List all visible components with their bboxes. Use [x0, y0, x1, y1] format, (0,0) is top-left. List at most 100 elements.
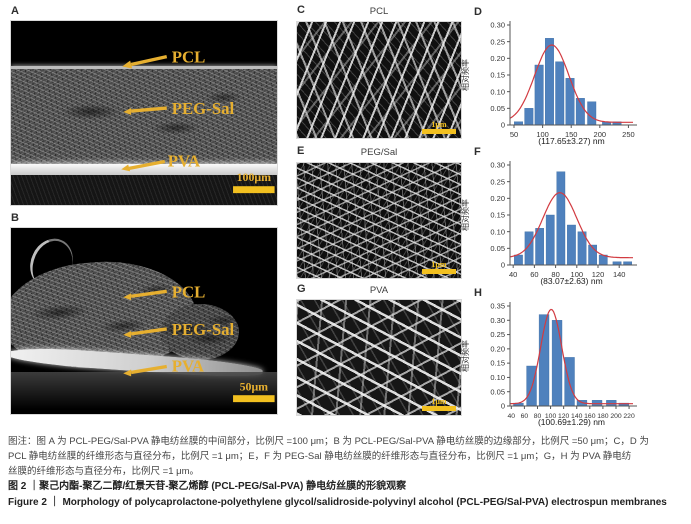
panel-d-letter: D	[474, 6, 482, 18]
scale-bar	[233, 186, 275, 194]
svg-text:0.15: 0.15	[490, 359, 505, 368]
pva-arrow	[128, 159, 166, 171]
svg-text:80: 80	[534, 413, 542, 420]
svg-text:80: 80	[551, 270, 559, 279]
panel-h-letter: H	[474, 287, 482, 299]
svg-text:(100.69±1.29) nm: (100.69±1.29) nm	[538, 417, 605, 427]
scale-bar-group: 1μm	[422, 120, 456, 134]
svg-text:0.20: 0.20	[490, 344, 505, 353]
svg-text:0: 0	[501, 121, 505, 130]
svg-text:0.30: 0.30	[490, 161, 505, 170]
figure-title-en: Figure 2 ｜ Morphology of polycaprolacton…	[8, 497, 667, 508]
scale-bar	[422, 129, 456, 134]
svg-text:0.30: 0.30	[490, 316, 505, 325]
svg-text:0.25: 0.25	[490, 177, 505, 186]
pva-bright-layer	[11, 164, 277, 175]
peg-sal-arrow	[131, 106, 167, 113]
panel-b-sem-image: PCL PEG-Sal PVA 50μm	[10, 227, 278, 415]
panel-g-title: PVA	[369, 285, 389, 296]
svg-text:0.20: 0.20	[490, 194, 505, 203]
svg-text:250: 250	[622, 130, 635, 139]
pcl-arrowhead-icon	[123, 293, 132, 301]
svg-text:120: 120	[558, 413, 570, 420]
panel-a-sem-image: PCL PEG-Sal PVA 100μm	[10, 20, 278, 206]
histogram-pva-diameter: 0 0.05 0.10 0.15 0.20 0.25 0.30 0.35 40 60 80 100 12…	[460, 302, 637, 427]
svg-text:180: 180	[597, 413, 609, 420]
scale-bar-label: 1μm	[431, 120, 447, 129]
histogram-pcl-diameter: 0 0.05 0.10 0.15 0.20 0.25 0.30 50 100 150 200 250 (…	[460, 21, 637, 146]
scale-bar-label: 1μm	[431, 397, 447, 406]
pva-arrowhead-icon	[123, 369, 132, 377]
svg-text:60: 60	[530, 270, 538, 279]
pva-annotation: PVA	[121, 151, 200, 172]
svg-text:60: 60	[521, 413, 529, 420]
pva-label: PVA	[172, 356, 204, 375]
scale-bar	[422, 406, 456, 411]
svg-text:40: 40	[509, 270, 517, 279]
peg-sal-annotation: PEG-Sal	[123, 99, 235, 118]
svg-text:0.15: 0.15	[490, 211, 505, 220]
pva-arrowhead-icon	[121, 164, 131, 172]
svg-text:0.15: 0.15	[490, 71, 505, 80]
pcl-annotation: PCL	[122, 48, 205, 69]
svg-text:40: 40	[508, 413, 516, 420]
scale-bar	[233, 395, 275, 403]
caption-note-line-1: 图注：图 A 为 PCL-PEG/Sal-PVA 静电纺丝膜的中间部分，比例尺 …	[8, 436, 649, 447]
pva-label: PVA	[168, 151, 200, 170]
panel-e-title: PEG/Sal	[360, 147, 398, 158]
substrate-region	[11, 372, 277, 414]
panel-b-annotations: PCL PEG-Sal PVA 50μm	[123, 282, 275, 403]
panel-b-letter: B	[11, 212, 19, 224]
svg-text:200: 200	[594, 130, 607, 139]
panel-f-letter: F	[474, 146, 481, 158]
panel-a-annotations: PCL PEG-Sal PVA 100μm	[121, 48, 275, 194]
panel-c-sem-image: 1μm	[296, 21, 462, 139]
svg-text:140: 140	[613, 270, 626, 279]
svg-text:相对频率: 相对频率	[460, 59, 470, 91]
caption-note-line-2: PCL 静电纺丝膜的纤维形态与直径分布，比例尺 =1 μm；E，F 为 PEG-…	[8, 451, 632, 462]
pva-arrow	[130, 364, 168, 375]
pcl-arrowhead-icon	[122, 60, 133, 69]
svg-text:(83.07±2.63) nm: (83.07±2.63) nm	[540, 276, 602, 286]
panel-e-letter: E	[297, 145, 305, 157]
svg-text:0.30: 0.30	[490, 21, 505, 30]
figure-title-zh: 图 2 ｜聚己内酯-聚乙二醇/红景天苷-聚乙烯醇 (PCL-PEG/Sal-PV…	[8, 481, 407, 492]
substrate-region	[11, 175, 277, 205]
peg-sal-label: PEG-Sal	[172, 320, 235, 339]
svg-text:150: 150	[565, 130, 578, 139]
svg-text:50: 50	[510, 130, 518, 139]
svg-text:0.05: 0.05	[490, 387, 505, 396]
svg-text:0.05: 0.05	[490, 104, 505, 113]
peg-sal-arrowhead-icon	[123, 108, 132, 115]
pcl-label: PCL	[172, 48, 206, 67]
peg-sal-arrow	[130, 327, 167, 336]
svg-text:120: 120	[592, 270, 605, 279]
caption: 图注：图 A 为 PCL-PEG/Sal-PVA 静电纺丝膜的中间部分，比例尺 …	[8, 434, 686, 511]
panel-g-sem-image: 1μm	[296, 299, 462, 416]
svg-text:0.05: 0.05	[490, 244, 505, 253]
pcl-annotation: PCL	[123, 282, 205, 301]
svg-text:(117.65±3.27) nm: (117.65±3.27) nm	[538, 136, 604, 146]
scale-bar-group: 1μm	[422, 397, 456, 411]
pcl-arrow	[130, 54, 168, 67]
panel-g-letter: G	[297, 283, 306, 295]
pcl-label: PCL	[172, 282, 206, 301]
svg-text:0.35: 0.35	[490, 302, 505, 311]
svg-text:0.10: 0.10	[490, 87, 505, 96]
scale-bar-label: 50μm	[240, 379, 269, 393]
svg-text:相对频率: 相对频率	[460, 199, 470, 231]
panel-c-title: PCL	[369, 6, 389, 17]
svg-text:0.10: 0.10	[490, 227, 505, 236]
peg-sal-arrowhead-icon	[123, 330, 132, 338]
svg-text:100: 100	[545, 413, 557, 420]
svg-text:160: 160	[584, 413, 596, 420]
svg-text:200: 200	[610, 413, 622, 420]
svg-text:140: 140	[571, 413, 583, 420]
svg-text:100: 100	[536, 130, 549, 139]
membrane-top-surface	[11, 66, 277, 69]
peg-sal-annotation: PEG-Sal	[123, 320, 235, 339]
svg-text:0.10: 0.10	[490, 373, 505, 382]
svg-text:相对频率: 相对频率	[460, 340, 470, 372]
pva-annotation: PVA	[123, 356, 204, 377]
